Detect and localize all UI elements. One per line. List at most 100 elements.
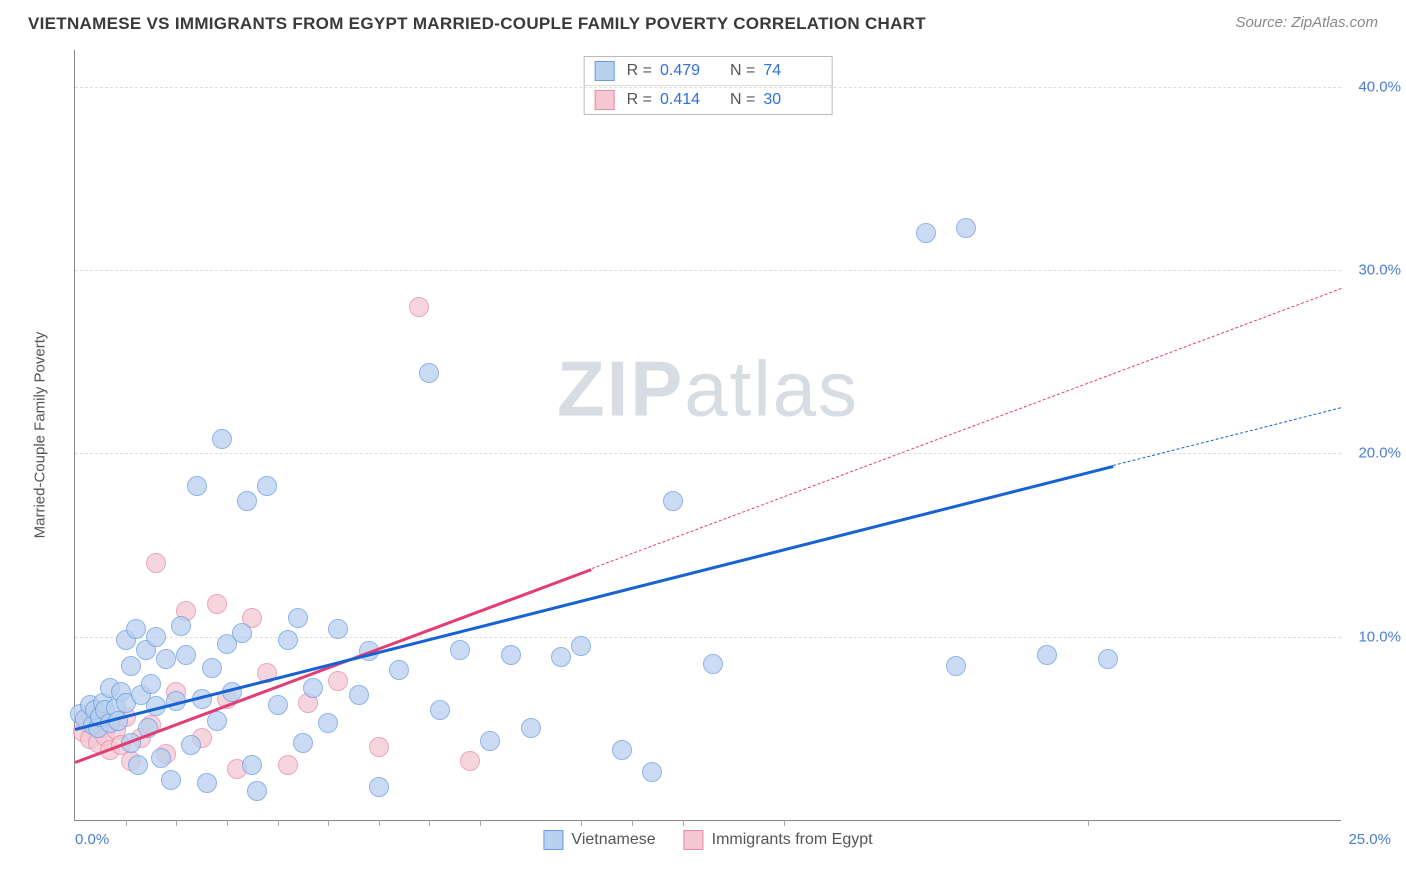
r-label-a: R =	[627, 62, 652, 80]
plot-region: ZIPatlas R = 0.479 N = 74 R = 0.414 N = …	[74, 50, 1341, 821]
scatter-point-a	[171, 616, 191, 636]
scatter-point-a	[703, 654, 723, 674]
y-tick-label: 40.0%	[1358, 78, 1401, 95]
x-tick-mark	[126, 820, 127, 826]
scatter-point-a	[501, 645, 521, 665]
scatter-point-a	[480, 731, 500, 751]
chart-area: Married-Couple Family Poverty ZIPatlas R…	[50, 50, 1340, 820]
trendline-dashed	[591, 288, 1341, 569]
swatch-a	[595, 61, 615, 81]
scatter-point-b	[146, 553, 166, 573]
source-attribution: Source: ZipAtlas.com	[1235, 14, 1378, 31]
legend-swatch-b	[684, 830, 704, 850]
gridline	[75, 270, 1341, 271]
scatter-point-a	[232, 623, 252, 643]
scatter-point-a	[349, 685, 369, 705]
x-tick-mark	[328, 820, 329, 826]
scatter-point-a	[612, 740, 632, 760]
scatter-point-a	[146, 627, 166, 647]
x-tick-mark	[480, 820, 481, 826]
scatter-point-a	[242, 755, 262, 775]
scatter-point-a	[237, 491, 257, 511]
x-tick-mark	[429, 820, 430, 826]
gridline	[75, 637, 1341, 638]
scatter-point-b	[460, 751, 480, 771]
n-label-a: N =	[730, 62, 755, 80]
x-tick-mark	[176, 820, 177, 826]
scatter-point-a	[278, 630, 298, 650]
y-tick-label: 20.0%	[1358, 445, 1401, 462]
legend-row-b: R = 0.414 N = 30	[585, 85, 832, 114]
scatter-point-a	[176, 645, 196, 665]
x-tick-origin: 0.0%	[75, 831, 109, 848]
trendline-solid	[75, 465, 1114, 731]
scatter-point-a	[1037, 645, 1057, 665]
legend-item-b: Immigrants from Egypt	[684, 830, 873, 850]
scatter-point-a	[257, 476, 277, 496]
scatter-point-a	[141, 674, 161, 694]
x-tick-end: 25.0%	[1348, 831, 1391, 848]
gridline	[75, 87, 1341, 88]
y-axis-label: Married-Couple Family Poverty	[32, 332, 49, 539]
scatter-point-a	[642, 762, 662, 782]
scatter-point-a	[389, 660, 409, 680]
legend-swatch-a	[543, 830, 563, 850]
scatter-point-b	[328, 671, 348, 691]
trendline-dashed	[1113, 408, 1341, 467]
scatter-point-a	[551, 647, 571, 667]
scatter-point-a	[450, 640, 470, 660]
legend-label-a: Vietnamese	[571, 831, 655, 849]
scatter-point-a	[128, 755, 148, 775]
x-tick-mark	[227, 820, 228, 826]
n-value-b: 30	[763, 91, 815, 109]
scatter-point-a	[419, 363, 439, 383]
scatter-point-a	[207, 711, 227, 731]
x-tick-mark	[784, 820, 785, 826]
chart-title: VIETNAMESE VS IMMIGRANTS FROM EGYPT MARR…	[28, 14, 926, 34]
scatter-point-a	[151, 748, 171, 768]
scatter-point-a	[369, 777, 389, 797]
scatter-point-a	[126, 619, 146, 639]
x-tick-mark	[683, 820, 684, 826]
x-tick-mark	[632, 820, 633, 826]
watermark-part2: atlas	[684, 344, 859, 432]
series-legend: Vietnamese Immigrants from Egypt	[543, 830, 872, 850]
watermark: ZIPatlas	[557, 343, 859, 434]
scatter-point-a	[571, 636, 591, 656]
n-label-b: N =	[730, 91, 755, 109]
scatter-point-a	[318, 713, 338, 733]
y-tick-label: 30.0%	[1358, 262, 1401, 279]
scatter-point-a	[212, 429, 232, 449]
header: VIETNAMESE VS IMMIGRANTS FROM EGYPT MARR…	[0, 0, 1406, 34]
trendline-solid	[75, 568, 592, 763]
scatter-point-a	[430, 700, 450, 720]
scatter-point-b	[409, 297, 429, 317]
n-value-a: 74	[763, 62, 815, 80]
legend-item-a: Vietnamese	[543, 830, 655, 850]
watermark-part1: ZIP	[557, 344, 684, 432]
scatter-point-a	[293, 733, 313, 753]
scatter-point-a	[663, 491, 683, 511]
scatter-point-a	[247, 781, 267, 801]
scatter-point-a	[181, 735, 201, 755]
legend-row-a: R = 0.479 N = 74	[585, 57, 832, 85]
scatter-point-a	[187, 476, 207, 496]
scatter-point-a	[121, 656, 141, 676]
scatter-point-a	[956, 218, 976, 238]
scatter-point-b	[369, 737, 389, 757]
scatter-point-a	[916, 223, 936, 243]
scatter-point-a	[202, 658, 222, 678]
scatter-point-b	[278, 755, 298, 775]
y-tick-label: 10.0%	[1358, 628, 1401, 645]
correlation-legend: R = 0.479 N = 74 R = 0.414 N = 30	[584, 56, 833, 115]
scatter-point-a	[268, 695, 288, 715]
r-value-b: 0.414	[660, 91, 712, 109]
legend-label-b: Immigrants from Egypt	[712, 831, 873, 849]
x-tick-mark	[379, 820, 380, 826]
scatter-point-a	[156, 649, 176, 669]
r-value-a: 0.479	[660, 62, 712, 80]
scatter-point-a	[1098, 649, 1118, 669]
r-label-b: R =	[627, 91, 652, 109]
scatter-point-a	[303, 678, 323, 698]
scatter-point-a	[328, 619, 348, 639]
